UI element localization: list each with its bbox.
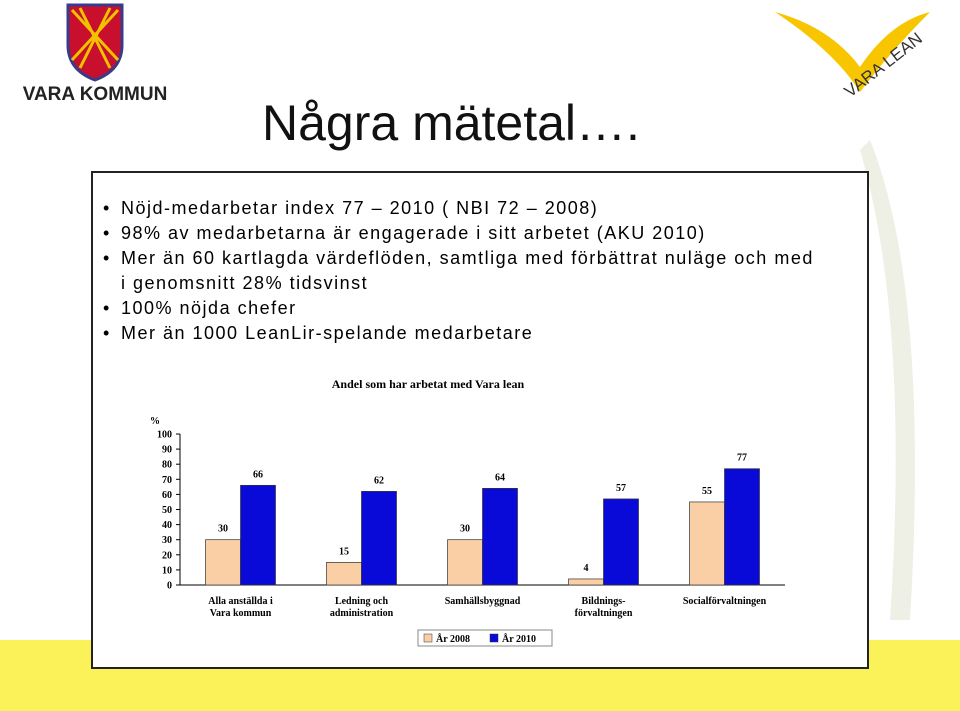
bullet-list: Nöjd-medarbetar index 77 – 2010 ( NBI 72…: [103, 196, 843, 346]
bullet: Mer än 60 kartlagda värdeflöden, samtlig…: [103, 246, 821, 296]
bar: [603, 498, 639, 586]
bar: [205, 539, 241, 586]
y-tick-label: 40: [162, 520, 172, 531]
value-label: 30: [218, 524, 228, 535]
shield: [66, 3, 124, 82]
y-tick-label: 20: [162, 550, 172, 561]
bar: [568, 578, 604, 586]
legend-label: År 2008: [436, 633, 470, 645]
shield-pattern: [70, 7, 120, 69]
y-tick-label: 90: [162, 445, 172, 456]
x-tick-label: Samhällsbyggnad: [444, 596, 521, 607]
bar: [724, 468, 760, 586]
x-tick-label: Alla anställda i Vara kommun: [208, 596, 273, 619]
legend-label: År 2010: [502, 633, 536, 645]
chart-title: Andel som har arbetat med Vara lean: [332, 377, 525, 391]
x-tick-label: Bildnings- förvaltningen: [574, 596, 633, 619]
legend-box: [417, 629, 553, 647]
legend-swatch: [489, 633, 499, 643]
y-tick-label: 50: [162, 505, 172, 516]
value-label: 4: [584, 563, 589, 574]
wheat-decoration: [860, 140, 915, 620]
bullet: 98% av medarbetarna är engagerade i sitt…: [103, 221, 821, 246]
y-tick-label: 60: [162, 490, 172, 501]
chart: Andel som har arbetat med Vara lean% 0 10 2…: [150, 377, 785, 647]
logo-text: VARA KOMMUN: [23, 84, 168, 105]
slide-title: Några mätetal….: [262, 95, 640, 151]
bar: [361, 491, 397, 586]
bar: [447, 539, 483, 586]
y-axis-label: %: [150, 416, 160, 427]
x-tick-label: Ledning och administration: [329, 596, 394, 619]
y-tick-label: 30: [162, 535, 172, 546]
y-tick-label: 80: [162, 460, 172, 471]
legend-swatch: [423, 633, 433, 643]
bar: [689, 501, 725, 586]
bullet: 100% nöjda chefer: [103, 296, 821, 321]
bar: [482, 488, 518, 586]
y-tick-label: 10: [162, 565, 172, 576]
bullet: Mer än 1000 LeanLir-spelande medarbetare: [103, 321, 821, 346]
value-label: 77: [737, 453, 747, 464]
x-tick-label: Socialförvaltningen: [682, 596, 767, 607]
value-label: 62: [374, 475, 384, 486]
y-tick-label: 0: [167, 581, 172, 592]
value-label: 66: [253, 469, 263, 480]
value-label: 64: [495, 472, 505, 483]
value-label: 57: [616, 483, 626, 494]
bar: [240, 484, 276, 586]
y-tick-label: 100: [157, 430, 172, 441]
lean-logo: [775, 12, 930, 92]
value-label: 30: [460, 524, 470, 535]
value-label: 15: [339, 546, 349, 557]
value-label: 55: [702, 486, 712, 497]
bar: [326, 561, 362, 586]
bullet: Nöjd-medarbetar index 77 – 2010 ( NBI 72…: [103, 196, 821, 221]
y-tick-label: 70: [162, 475, 172, 486]
